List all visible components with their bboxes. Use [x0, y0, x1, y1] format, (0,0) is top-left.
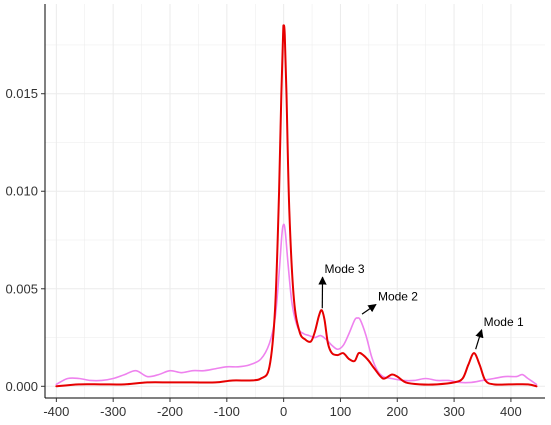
axes: -400 -300 -200 -100 0 100 200 300 400 0.000 0.005 0… [5, 4, 545, 419]
x-tick-label: -300 [100, 404, 126, 419]
y-tick-label: 0.015 [5, 86, 38, 101]
x-tick-label: 200 [386, 404, 408, 419]
annotation-arrow [361, 303, 377, 315]
x-tick-label: 400 [500, 404, 522, 419]
y-tick-label: 0.000 [5, 379, 38, 394]
annotation-label: Mode 3 [325, 262, 365, 276]
grid-lines [45, 4, 545, 398]
x-tick-label: 0 [280, 404, 287, 419]
annotation-label: Mode 2 [378, 289, 418, 303]
series-line-2 [55, 24, 538, 388]
y-tick-label: 0.010 [5, 184, 38, 199]
x-tick-label: 300 [443, 404, 465, 419]
plot-panel [45, 4, 545, 398]
x-tick-label: -200 [157, 404, 183, 419]
annotation-label: Mode 1 [484, 315, 524, 329]
series-lines [55, 24, 538, 388]
x-tick-label: -400 [43, 404, 69, 419]
annotations: Mode 3 Mode 2 Mode 1 [318, 262, 524, 350]
series-line-1 [55, 223, 538, 386]
x-tick-label: 100 [330, 404, 352, 419]
y-tick-label: 0.005 [5, 281, 38, 296]
annotation-arrow [475, 329, 484, 350]
x-tick-label: -100 [214, 404, 240, 419]
